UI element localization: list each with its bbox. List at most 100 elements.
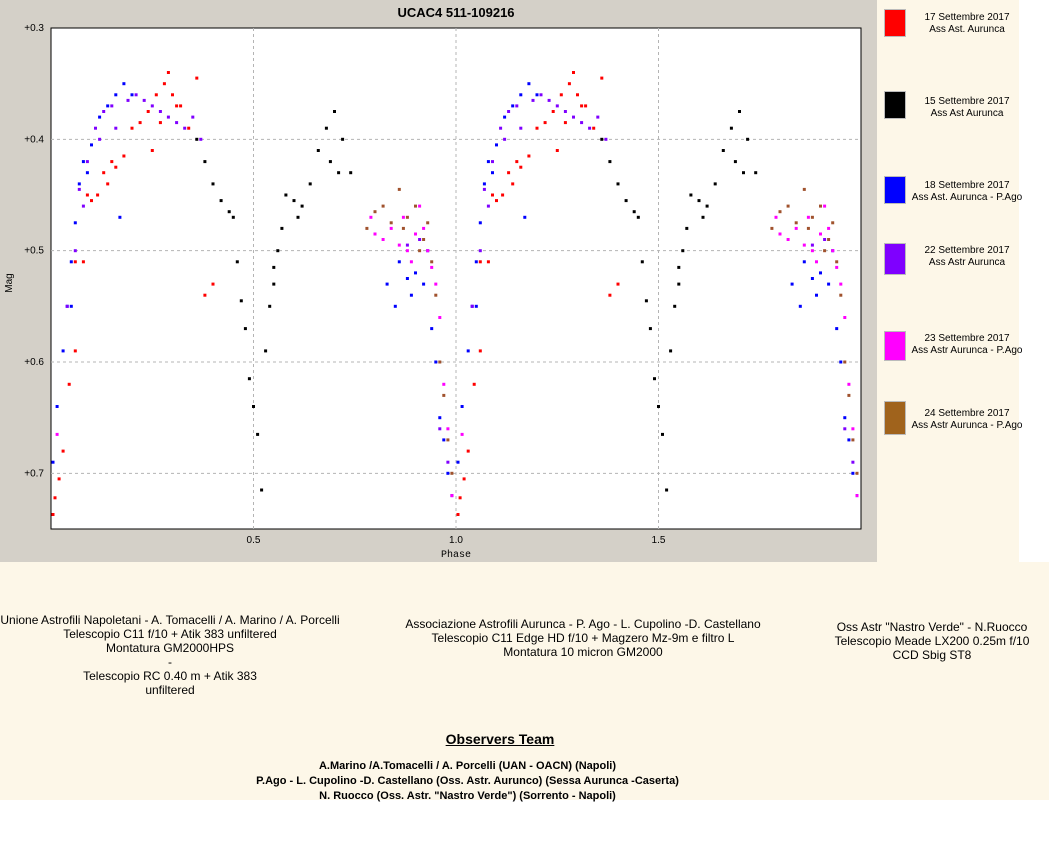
data-point-series-4 [442, 382, 446, 386]
data-point-series-1 [632, 210, 636, 214]
data-point-series-1 [616, 182, 620, 186]
data-point-series-1 [195, 137, 199, 141]
legend-observer: Ass Astr Aurunca [928, 257, 1006, 268]
data-point-series-0 [187, 126, 191, 130]
team-line: P.Ago - L. Cupolino -D. Castellano (Oss.… [256, 775, 679, 787]
data-point-series-2 [790, 282, 794, 286]
axis-ticks: 0.5 1.0 1.5 +0.3 +0.4 +0.5 +0.6 +0.7 [24, 23, 666, 546]
data-point-series-1 [324, 126, 328, 130]
data-point-series-3 [482, 187, 486, 191]
data-point-series-4 [843, 316, 847, 319]
data-point-series-0 [527, 154, 531, 158]
data-point-series-5 [401, 226, 405, 230]
legend-swatch-sep22 [884, 243, 906, 275]
legend-observer: Ass Astr Aurunca - P.Ago [911, 345, 1023, 356]
data-point-series-3 [519, 126, 523, 130]
data-point-series-4 [806, 215, 810, 219]
data-point-series-3 [810, 243, 814, 247]
data-point-series-1 [689, 193, 693, 197]
y-tick-label: +0.4 [24, 134, 44, 145]
data-point-series-1 [337, 171, 341, 175]
data-point-series-0 [511, 182, 515, 186]
data-point-series-0 [592, 126, 596, 130]
data-point-series-4 [446, 427, 450, 431]
data-points [51, 71, 859, 516]
data-point-series-0 [486, 260, 490, 264]
data-point-series-4 [815, 260, 818, 264]
data-point-series-4 [847, 382, 851, 386]
data-point-series-4 [369, 215, 373, 219]
data-point-series-3 [843, 427, 847, 431]
data-point-series-3 [438, 427, 442, 431]
data-point-series-0 [114, 165, 118, 169]
legend-swatch-sep15 [884, 91, 906, 119]
data-point-series-0 [491, 193, 494, 197]
data-point-series-1 [280, 226, 284, 230]
data-point-series-5 [847, 393, 851, 397]
data-point-series-5 [430, 260, 434, 264]
data-point-series-1 [272, 265, 276, 269]
y-tick-label: +0.6 [24, 357, 44, 368]
data-point-series-0 [535, 126, 539, 130]
data-point-series-2 [474, 260, 478, 264]
credit-line: Montatura 10 micron GM2000 [503, 645, 663, 659]
data-point-series-5 [851, 438, 855, 442]
data-point-series-2 [61, 349, 65, 353]
data-point-series-3 [491, 160, 494, 164]
legend-observer: Ass Ast. Aurunca - P.Ago [911, 192, 1023, 203]
data-point-series-0 [211, 282, 215, 286]
legend-date: 18 Settembre 2017 [924, 180, 1010, 191]
data-point-series-2 [55, 405, 59, 408]
data-point-series-1 [264, 349, 268, 353]
data-point-series-1 [677, 265, 681, 269]
data-point-series-4 [786, 238, 790, 241]
data-point-series-2 [523, 215, 527, 219]
data-point-series-4 [835, 265, 839, 269]
data-point-series-3 [183, 126, 187, 130]
data-point-series-2 [430, 327, 434, 331]
credit-line: - [168, 655, 172, 669]
y-tick-label: +0.7 [24, 468, 44, 479]
data-point-series-0 [462, 477, 466, 481]
data-point-series-1 [333, 110, 336, 113]
data-point-series-3 [142, 98, 146, 102]
data-point-series-4 [422, 226, 426, 230]
legend-entry-sep24: 24 Settembre 2017 Ass Astr Aurunca - P.A… [877, 401, 1027, 441]
data-point-series-3 [507, 110, 511, 113]
x-axis-label: Phase [441, 549, 471, 561]
data-point-series-4 [409, 260, 413, 264]
data-point-series-2 [466, 349, 470, 353]
data-point-series-1 [653, 377, 656, 381]
data-point-series-3 [478, 249, 482, 253]
data-point-series-0 [158, 121, 162, 125]
data-point-series-1 [211, 182, 215, 186]
data-point-series-5 [422, 238, 426, 241]
data-point-series-1 [742, 171, 745, 175]
data-point-series-5 [381, 204, 385, 208]
data-point-series-0 [175, 104, 179, 108]
credit-line: Montatura GM2000HPS [105, 641, 235, 655]
data-point-series-0 [584, 104, 588, 108]
data-point-series-5 [794, 221, 798, 225]
data-point-series-2 [843, 416, 847, 420]
data-point-series-0 [67, 382, 71, 386]
data-point-series-5 [819, 204, 822, 208]
data-point-series-2 [482, 182, 486, 186]
data-point-series-1 [665, 488, 669, 492]
data-point-series-1 [733, 160, 737, 164]
data-point-series-2 [434, 360, 438, 364]
data-point-series-3 [446, 460, 450, 464]
data-point-series-0 [81, 260, 85, 264]
data-point-series-3 [134, 93, 138, 97]
data-point-series-1 [243, 327, 247, 331]
data-point-series-1 [247, 377, 251, 381]
data-point-series-2 [438, 416, 442, 420]
data-point-series-2 [535, 93, 539, 97]
data-point-series-1 [677, 282, 681, 286]
data-point-series-1 [219, 199, 223, 203]
data-point-series-5 [827, 238, 831, 241]
data-point-series-3 [94, 126, 97, 130]
data-point-series-2 [51, 460, 55, 464]
data-point-series-0 [563, 121, 567, 125]
data-point-series-1 [268, 304, 272, 308]
